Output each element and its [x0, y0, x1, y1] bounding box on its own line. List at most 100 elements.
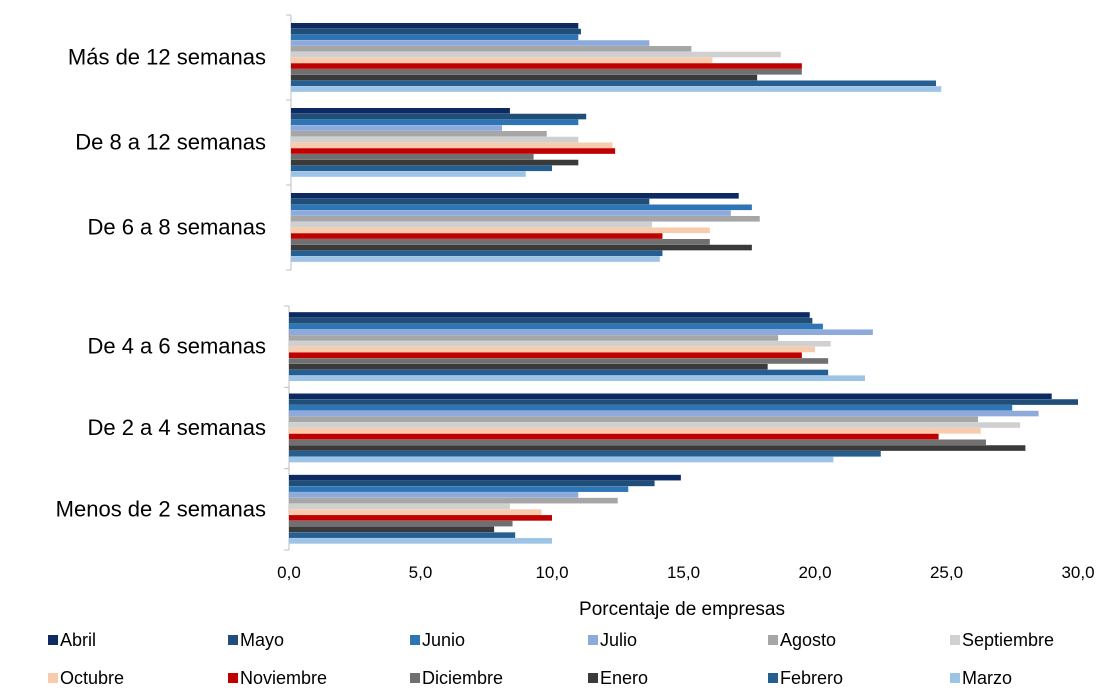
legend-item-octubre: Octubre — [48, 668, 124, 688]
bar-septiembre-cat-3 — [289, 340, 831, 347]
legend-swatch — [950, 635, 960, 645]
legend-item-junio: Junio — [410, 630, 465, 650]
legend-item-mayo: Mayo — [228, 630, 284, 650]
bar-abril-cat-3 — [289, 312, 810, 318]
bar-diciembre-cat-1 — [291, 154, 534, 160]
bar-octubre-cat-5 — [289, 509, 542, 515]
x-tick-label: 15,0 — [667, 563, 700, 582]
bar-octubre-cat-2 — [291, 227, 710, 234]
legend-label: Octubre — [60, 668, 124, 688]
legend-item-enero: Enero — [588, 668, 648, 688]
bars-group — [289, 23, 1078, 544]
bar-julio-cat-0 — [291, 40, 650, 46]
bar-abril-cat-2 — [291, 193, 739, 199]
bar-octubre-cat-1 — [291, 142, 613, 149]
legend-item-febrero: Febrero — [768, 668, 843, 688]
bar-agosto-cat-2 — [291, 216, 760, 222]
bar-marzo-cat-4 — [289, 456, 834, 463]
category-label: De 6 a 8 semanas — [87, 215, 266, 240]
bar-febrero-cat-5 — [289, 532, 516, 538]
bar-agosto-cat-1 — [291, 131, 547, 137]
legend-swatch — [588, 635, 598, 645]
x-axis-title: Porcentaje de empresas — [579, 599, 785, 620]
bar-febrero-cat-3 — [289, 369, 829, 376]
bar-octubre-cat-3 — [289, 346, 815, 353]
bar-enero-cat-2 — [291, 244, 752, 251]
category-label: De 2 a 4 semanas — [87, 415, 266, 440]
legend-item-marzo: Marzo — [950, 668, 1012, 688]
bar-julio-cat-4 — [289, 410, 1039, 417]
bar-julio-cat-5 — [289, 492, 579, 498]
legend-label: Junio — [422, 630, 465, 650]
category-label: De 4 a 6 semanas — [87, 334, 266, 359]
bar-noviembre-cat-3 — [289, 352, 802, 359]
bar-mayo-cat-5 — [289, 480, 655, 487]
bar-mayo-cat-0 — [291, 28, 581, 35]
legend-swatch — [228, 635, 238, 645]
legend-label: Febrero — [780, 668, 843, 688]
bar-marzo-cat-3 — [289, 375, 865, 382]
bar-abril-cat-1 — [291, 108, 510, 114]
bar-junio-cat-2 — [291, 204, 752, 211]
x-tick-labels-group: 0,0 5,0 10,0 15,0 20,0 25,0 30,0 — [277, 563, 1094, 582]
bar-noviembre-cat-0 — [291, 63, 802, 69]
bar-junio-cat-5 — [289, 486, 629, 492]
bar-marzo-cat-1 — [291, 171, 526, 177]
bar-octubre-cat-4 — [289, 428, 981, 434]
category-label: Menos de 2 semanas — [56, 496, 266, 521]
legend-swatch — [410, 635, 420, 645]
legend-item-abril: Abril — [48, 630, 96, 650]
legend-swatch — [768, 635, 778, 645]
bar-noviembre-cat-5 — [289, 515, 552, 521]
legend: Abril Mayo Junio Julio Agosto Septiembre Octub… — [48, 630, 1054, 688]
x-tick-label: 0,0 — [277, 563, 301, 582]
bar-julio-cat-3 — [289, 329, 873, 336]
bar-febrero-cat-4 — [289, 451, 881, 457]
bar-mayo-cat-3 — [289, 317, 813, 324]
bar-septiembre-cat-5 — [289, 503, 510, 510]
bar-enero-cat-1 — [291, 159, 579, 166]
legend-label: Abril — [60, 630, 96, 650]
bar-abril-cat-5 — [289, 474, 681, 481]
bar-febrero-cat-1 — [291, 165, 552, 172]
legend-item-julio: Julio — [588, 630, 637, 650]
bar-diciembre-cat-4 — [289, 439, 986, 446]
legend-item-noviembre: Noviembre — [228, 668, 327, 688]
legend-swatch — [410, 673, 420, 683]
legend-label: Marzo — [962, 668, 1012, 688]
bar-julio-cat-2 — [291, 210, 731, 216]
bar-febrero-cat-2 — [291, 250, 663, 257]
legend-label: Julio — [600, 630, 637, 650]
legend-swatch — [950, 673, 960, 683]
category-labels-group: Más de 12 semanas De 8 a 12 semanas De 6 a… — [56, 45, 266, 522]
legend-swatch — [48, 673, 58, 683]
bar-noviembre-cat-1 — [291, 148, 616, 154]
bar-mayo-cat-1 — [291, 113, 587, 120]
legend-label: Enero — [600, 668, 648, 688]
bar-diciembre-cat-3 — [289, 358, 829, 364]
bar-octubre-cat-0 — [291, 57, 713, 64]
legend-label: Agosto — [780, 630, 836, 650]
bar-agosto-cat-0 — [291, 46, 692, 52]
bar-septiembre-cat-2 — [291, 221, 652, 228]
x-tick-label: 30,0 — [1061, 563, 1094, 582]
legend-swatch — [48, 635, 58, 645]
bar-agosto-cat-4 — [289, 416, 979, 423]
bar-agosto-cat-5 — [289, 497, 618, 504]
bar-junio-cat-4 — [289, 405, 1013, 411]
bar-noviembre-cat-4 — [289, 433, 939, 440]
bar-septiembre-cat-0 — [291, 51, 781, 58]
bar-mayo-cat-2 — [291, 198, 650, 205]
legend-swatch — [228, 673, 238, 683]
legend-swatch — [588, 673, 598, 683]
x-tick-label: 10,0 — [535, 563, 568, 582]
category-label: De 8 a 12 semanas — [75, 130, 266, 155]
axes-group — [284, 14, 292, 551]
bar-abril-cat-0 — [291, 23, 579, 29]
bar-marzo-cat-0 — [291, 86, 942, 92]
x-tick-label: 20,0 — [798, 563, 831, 582]
x-tick-label: 25,0 — [930, 563, 963, 582]
legend-label: Diciembre — [422, 668, 503, 688]
